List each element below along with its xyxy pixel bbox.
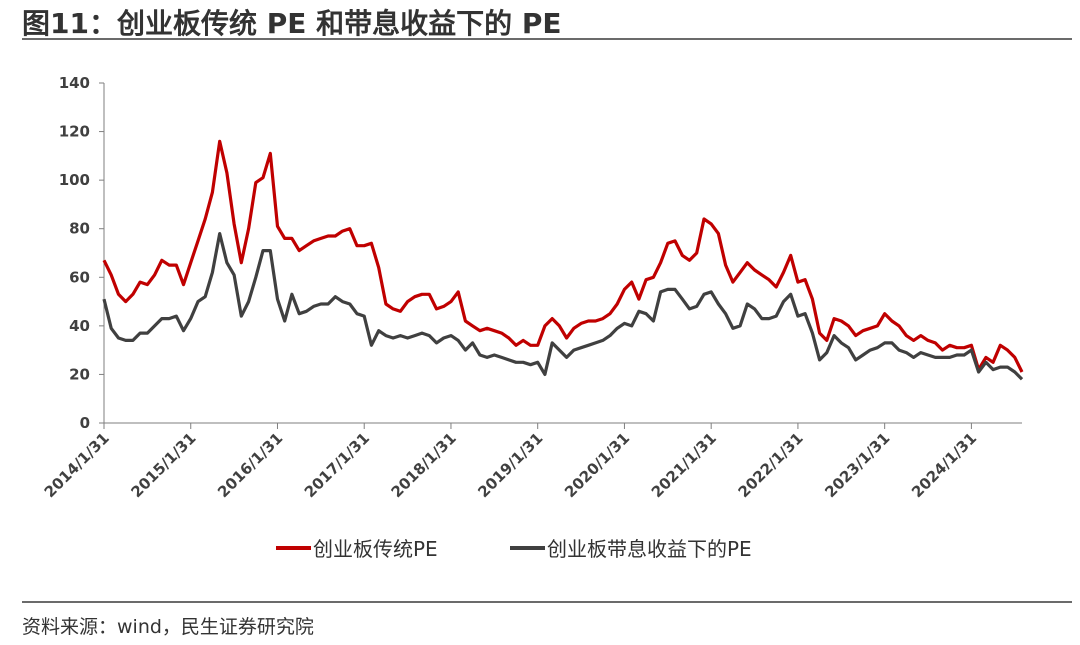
x-tick-label: 2018/1/31 — [388, 429, 460, 501]
y-tick-label: 120 — [59, 123, 90, 141]
x-tick-label: 2021/1/31 — [648, 429, 720, 501]
y-tick-label: 20 — [69, 365, 90, 383]
x-tick-label: 2020/1/31 — [561, 429, 633, 501]
y-axis-ticks: 0 20 40 60 80 100 120 140 — [59, 74, 104, 432]
legend-label-traditional-pe: 创业板传统PE — [313, 537, 438, 561]
legend-label-dividend-pe: 创业板带息收益下的PE — [547, 537, 752, 561]
x-tick-label: 2017/1/31 — [301, 429, 373, 501]
y-tick-label: 100 — [59, 171, 90, 189]
x-tick-label: 2015/1/31 — [127, 429, 199, 501]
legend: 创业板传统PE 创业板带息收益下的PE — [276, 537, 752, 561]
title-rule — [22, 38, 1072, 40]
y-tick-label: 0 — [80, 414, 90, 432]
x-tick-label: 2016/1/31 — [214, 429, 286, 501]
figure-title: 图11：创业板传统 PE 和带息收益下的 PE — [22, 7, 562, 40]
y-tick-label: 40 — [69, 317, 90, 335]
x-tick-label: 2019/1/31 — [474, 429, 546, 501]
x-tick-label: 2023/1/31 — [821, 429, 893, 501]
source-rule — [22, 601, 1072, 603]
y-tick-label: 140 — [59, 74, 90, 92]
source-note: 资料来源：wind，民生证券研究院 — [22, 616, 314, 638]
series-layer — [102, 139, 1024, 381]
x-tick-label: 2022/1/31 — [735, 429, 807, 501]
y-tick-label: 80 — [69, 220, 90, 238]
x-axis-ticks: 2014/1/31 2015/1/31 2016/1/31 2017/1/31 2018… — [41, 423, 980, 501]
x-tick-label: 2014/1/31 — [41, 429, 113, 501]
x-tick-label: 2024/1/31 — [908, 429, 980, 501]
series-line-dividend-pe — [102, 232, 1024, 381]
series-line-traditional-pe — [102, 139, 1024, 373]
y-tick-label: 60 — [69, 268, 90, 286]
